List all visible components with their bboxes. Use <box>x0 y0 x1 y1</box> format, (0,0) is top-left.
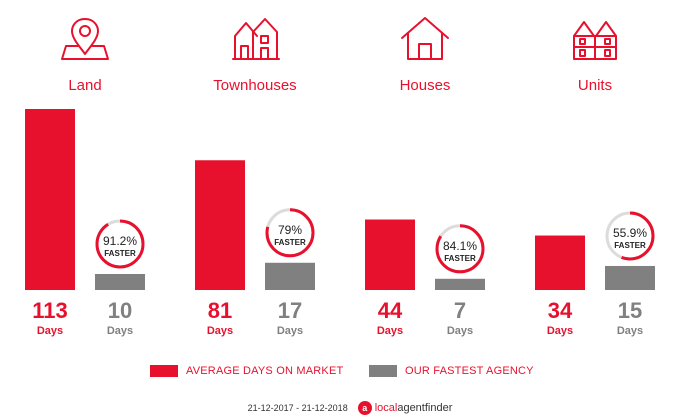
unit-label-fastest: Days <box>447 325 473 337</box>
faster-percent: 91.2% <box>103 234 137 248</box>
value-label-fastest: 10 <box>108 298 132 323</box>
chart-svg: Land113Days10Days91.2%FASTERTownhouses81… <box>25 17 655 337</box>
unit-label-fastest: Days <box>277 325 303 337</box>
faster-text: FASTER <box>274 238 306 247</box>
category-label: Land <box>68 77 101 94</box>
brand-text-agentfinder: agentfinder <box>397 402 453 414</box>
unit-label-average: Days <box>207 325 233 337</box>
unit-label-average: Days <box>547 325 573 337</box>
legend-item-average: AVERAGE DAYS ON MARKET <box>150 363 343 379</box>
value-label-average: 113 <box>32 298 68 323</box>
legend-swatch-fastest <box>369 365 397 377</box>
legend-label-average: AVERAGE DAYS ON MARKET <box>186 365 344 377</box>
value-label-average: 34 <box>548 298 573 323</box>
faster-text: FASTER <box>444 254 476 263</box>
brand-text-local: local <box>374 402 398 414</box>
faster-ring-progress <box>265 208 315 258</box>
unit-label-average: Days <box>37 325 63 337</box>
house-icon <box>401 17 449 60</box>
brand-pin-icon: a <box>357 401 372 415</box>
legend-item-fastest: OUR FASTEST AGENCY <box>369 363 534 379</box>
faster-text: FASTER <box>614 241 646 250</box>
value-label-average: 44 <box>378 298 403 323</box>
footer: 21-12-2017 - 21-12-2018 a local agentfin… <box>0 399 700 417</box>
legend-label-fastest: OUR FASTEST AGENCY <box>405 365 534 377</box>
legend-swatch-average <box>150 365 178 377</box>
townhouse-icon <box>232 18 280 60</box>
faster-percent: 55.9% <box>613 226 647 240</box>
faster-ring-progress <box>435 224 485 274</box>
unit-label-fastest: Days <box>617 325 643 337</box>
bar-fastest-agency <box>265 262 315 290</box>
category-label: Houses <box>400 77 451 94</box>
unit-label-fastest: Days <box>107 325 133 337</box>
bar-fastest-agency <box>605 265 655 290</box>
bar-average-days <box>25 109 75 290</box>
faster-ring-progress <box>605 211 655 261</box>
value-label-fastest: 15 <box>618 298 642 323</box>
category-label: Townhouses <box>213 77 296 94</box>
unit-label-average: Days <box>377 325 403 337</box>
bar-fastest-agency <box>95 273 145 290</box>
category-label: Units <box>578 77 612 94</box>
bar-average-days <box>195 160 245 290</box>
brand-logo: a local agentfinder <box>357 401 453 415</box>
faster-percent: 79% <box>278 223 302 237</box>
bar-fastest-agency <box>435 278 485 290</box>
faster-percent: 84.1% <box>443 239 477 253</box>
bar-average-days <box>535 235 585 290</box>
value-label-average: 81 <box>208 298 232 323</box>
value-label-fastest: 17 <box>278 298 302 323</box>
value-label-fastest: 7 <box>454 298 466 323</box>
faster-text: FASTER <box>104 249 136 258</box>
bar-average-days <box>365 219 415 290</box>
units-icon <box>573 21 617 60</box>
map-pin-icon <box>61 18 109 60</box>
faster-ring-progress <box>95 219 145 269</box>
date-range: 21-12-2017 - 21-12-2018 <box>247 403 348 413</box>
